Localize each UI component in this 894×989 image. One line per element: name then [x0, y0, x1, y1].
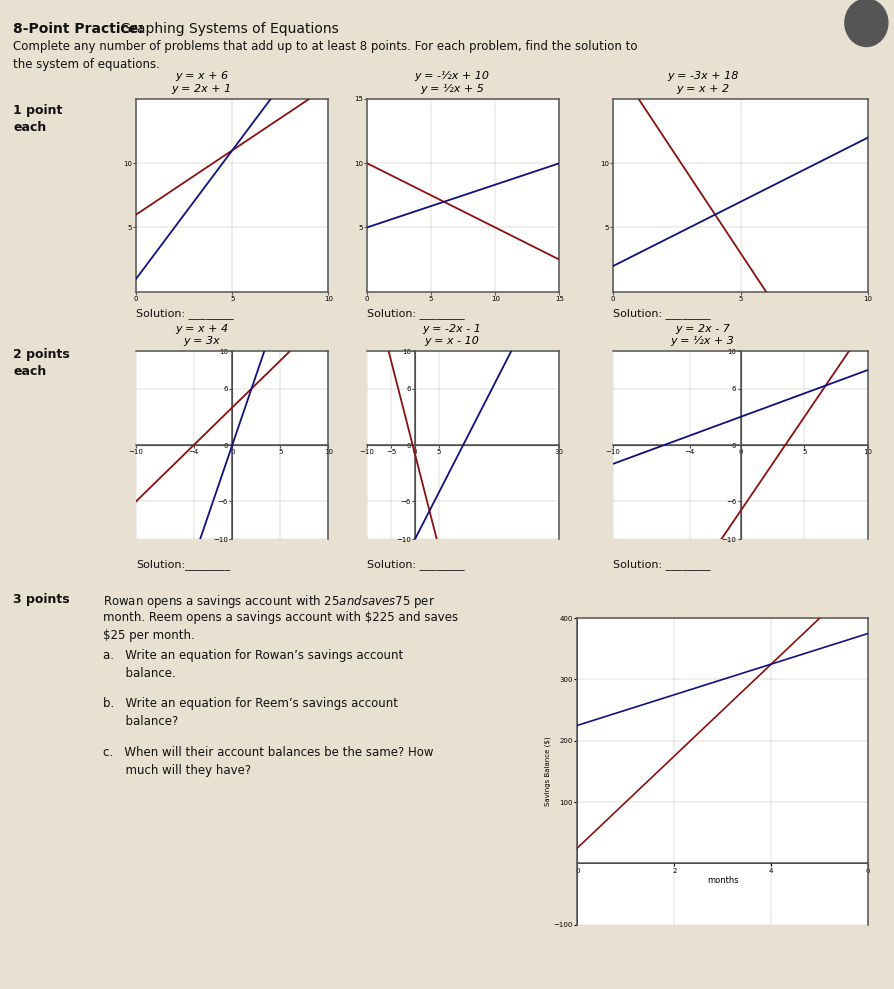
- Text: 1 point
each: 1 point each: [13, 104, 63, 134]
- Text: balance.: balance.: [103, 667, 175, 679]
- Text: y = -3x + 18: y = -3x + 18: [666, 71, 738, 81]
- Text: y = x - 10: y = x - 10: [424, 336, 479, 346]
- Text: y = x + 2: y = x + 2: [675, 84, 729, 94]
- Text: Solution:________: Solution:________: [136, 559, 230, 570]
- Text: Rowan opens a savings account with $25 and saves $75 per: Rowan opens a savings account with $25 a…: [103, 593, 434, 610]
- Text: y = ½x + 3: y = ½x + 3: [670, 336, 734, 346]
- Text: y = 2x - 7: y = 2x - 7: [674, 324, 730, 334]
- Text: Solution: ________: Solution: ________: [612, 309, 710, 319]
- Text: Complete any number of problems that add up to at least 8 points. For each probl: Complete any number of problems that add…: [13, 40, 637, 70]
- Text: y = -½x + 10: y = -½x + 10: [414, 71, 489, 81]
- Text: c.   When will their account balances be the same? How: c. When will their account balances be t…: [103, 746, 433, 759]
- Text: y = x + 6: y = x + 6: [174, 71, 228, 81]
- Text: Solution: ________: Solution: ________: [367, 559, 464, 570]
- Text: 3 points: 3 points: [13, 593, 70, 606]
- Circle shape: [844, 0, 887, 46]
- Text: Solution: ________: Solution: ________: [367, 309, 464, 319]
- Text: 8-Point Practice:: 8-Point Practice:: [13, 22, 144, 36]
- Text: $25 per month.: $25 per month.: [103, 629, 195, 642]
- X-axis label: months: months: [706, 876, 738, 885]
- Text: month. Reem opens a savings account with $225 and saves: month. Reem opens a savings account with…: [103, 611, 458, 624]
- Text: b.   Write an equation for Reem’s savings account: b. Write an equation for Reem’s savings …: [103, 697, 398, 710]
- Text: Solution: ________: Solution: ________: [612, 559, 710, 570]
- Text: Graphing Systems of Equations: Graphing Systems of Equations: [116, 22, 339, 36]
- Text: y = -2x - 1: y = -2x - 1: [422, 324, 481, 334]
- Y-axis label: Savings Balance ($): Savings Balance ($): [544, 737, 551, 806]
- Text: y = ½x + 5: y = ½x + 5: [419, 84, 484, 94]
- Text: Solution: ________: Solution: ________: [136, 309, 233, 319]
- Text: 2 points
each: 2 points each: [13, 348, 70, 378]
- Text: y = 2x + 1: y = 2x + 1: [171, 84, 232, 94]
- Text: y = 3x: y = 3x: [182, 336, 220, 346]
- Text: y = x + 4: y = x + 4: [174, 324, 228, 334]
- Text: balance?: balance?: [103, 715, 178, 728]
- Text: a.   Write an equation for Rowan’s savings account: a. Write an equation for Rowan’s savings…: [103, 649, 402, 662]
- Text: much will they have?: much will they have?: [103, 764, 251, 776]
